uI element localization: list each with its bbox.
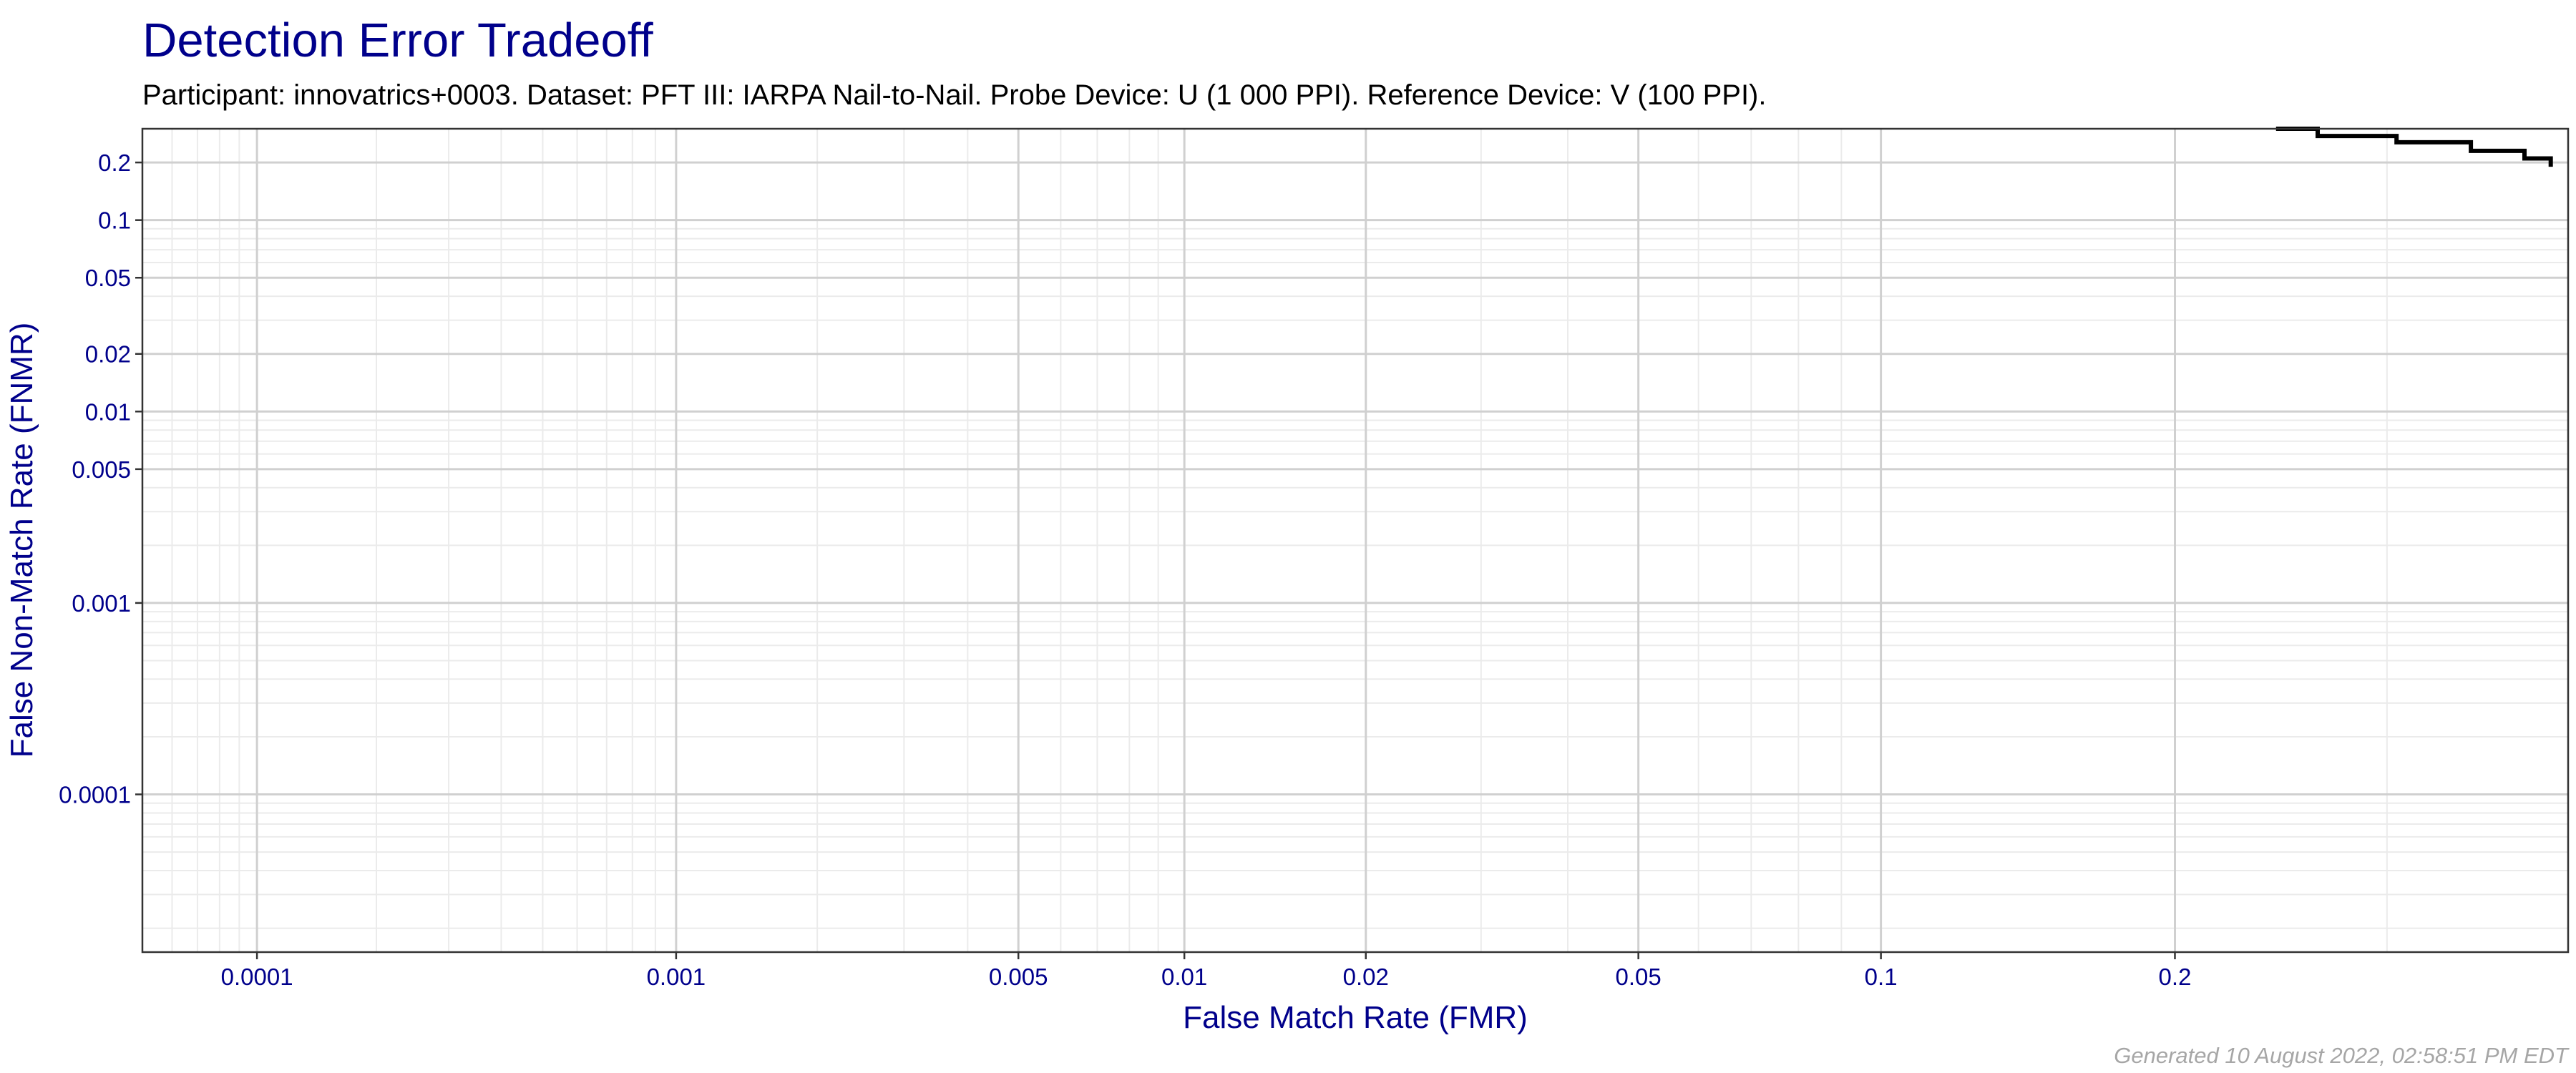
x-tick-label: 0.1 bbox=[1865, 964, 1898, 990]
x-tick-label: 0.02 bbox=[1343, 964, 1389, 990]
chart-title: Detection Error Tradeoff bbox=[142, 14, 653, 67]
chart-subtitle: Participant: innovatrics+0003. Dataset: … bbox=[142, 79, 1767, 111]
x-tick-label: 0.01 bbox=[1161, 964, 1207, 990]
series-layer bbox=[2275, 127, 2553, 167]
y-axis-ticks: 0.2 0.1 0.05 0.02 0.01 0.005 0.001 0.0001 bbox=[59, 150, 142, 808]
x-tick-label: 0.005 bbox=[989, 964, 1048, 990]
plot-border bbox=[141, 127, 2570, 954]
generated-caption: Generated 10 August 2022, 02:58:51 PM ED… bbox=[2114, 1043, 2570, 1068]
y-tick-label: 0.1 bbox=[98, 207, 131, 234]
x-tick-label: 0.2 bbox=[2159, 964, 2192, 990]
x-axis-ticks: 0.0001 0.001 0.005 0.01 0.02 0.05 0.1 0.2 bbox=[221, 952, 2192, 990]
y-tick-label: 0.05 bbox=[85, 265, 131, 291]
y-tick-label: 0.2 bbox=[98, 150, 131, 176]
y-tick-label: 0.0001 bbox=[59, 782, 131, 808]
plot-panel bbox=[142, 129, 2568, 952]
x-tick-label: 0.0001 bbox=[221, 964, 293, 990]
y-tick-label: 0.01 bbox=[85, 398, 131, 425]
x-axis-title: False Match Rate (FMR) bbox=[1183, 1000, 1528, 1035]
y-tick-label: 0.005 bbox=[72, 456, 131, 483]
y-tick-label: 0.02 bbox=[85, 341, 131, 368]
y-tick-label: 0.001 bbox=[72, 590, 131, 617]
y-axis-title: False Non-Match Rate (FNMR) bbox=[4, 323, 39, 758]
x-tick-label: 0.001 bbox=[647, 964, 706, 990]
grid-lines bbox=[142, 129, 2568, 952]
det-curve bbox=[2275, 127, 2553, 167]
x-tick-label: 0.05 bbox=[1616, 964, 1662, 990]
